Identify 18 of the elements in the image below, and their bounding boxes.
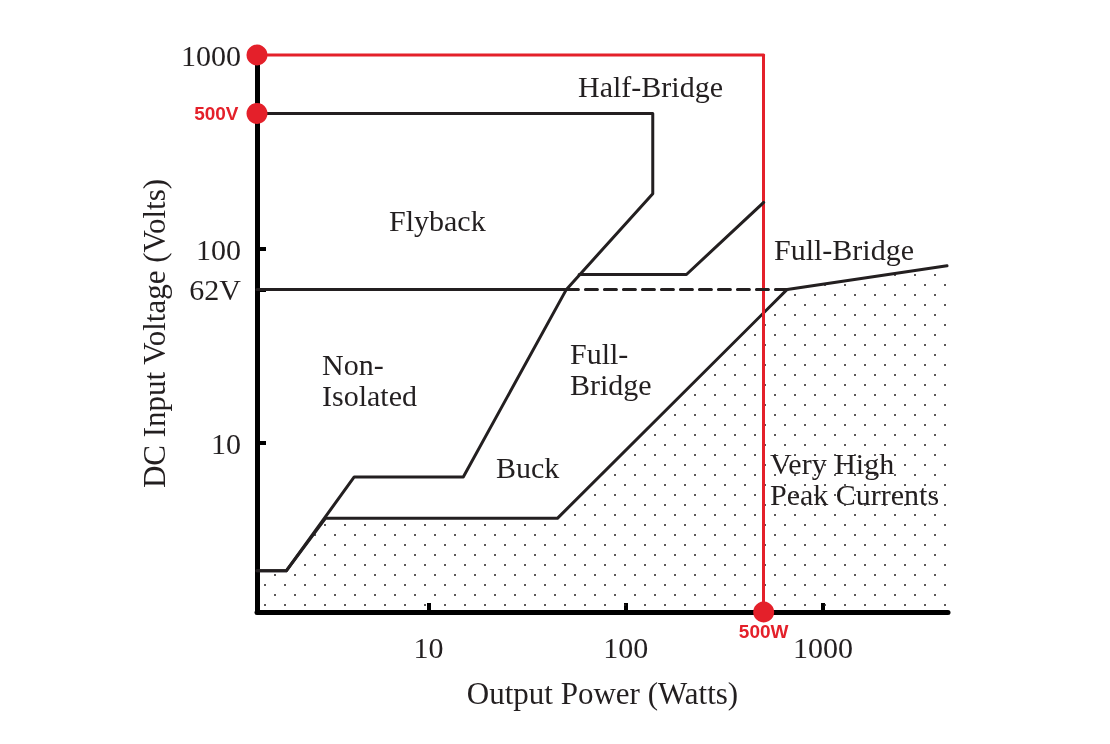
x-tick-label: 1000	[793, 630, 854, 664]
y-tick-label: 10	[211, 426, 241, 460]
annotation: Full- Bridge	[570, 337, 652, 401]
y-tick-label: 62V	[189, 272, 242, 306]
x-tick-label: 100	[603, 630, 649, 664]
ref-line-label: 500W	[738, 621, 789, 642]
annotation: Full-Bridge	[774, 232, 914, 266]
y-axis-title: DC Input Voltage (Volts)	[137, 178, 173, 489]
x-tick-label: 10	[413, 630, 444, 664]
x-axis-title: Output Power (Watts)	[466, 676, 739, 711]
annotation: Buck	[496, 450, 560, 484]
data-label: 500V	[194, 102, 239, 124]
annotation: Half-Bridge	[578, 69, 723, 103]
annotation: Flyback	[389, 203, 486, 237]
y-tick-label: 100	[196, 232, 241, 266]
annotation: Non- Isolated	[322, 348, 417, 412]
annotation: Very High Peak Currents	[770, 447, 940, 511]
y-tick-label: 1000	[181, 38, 241, 72]
